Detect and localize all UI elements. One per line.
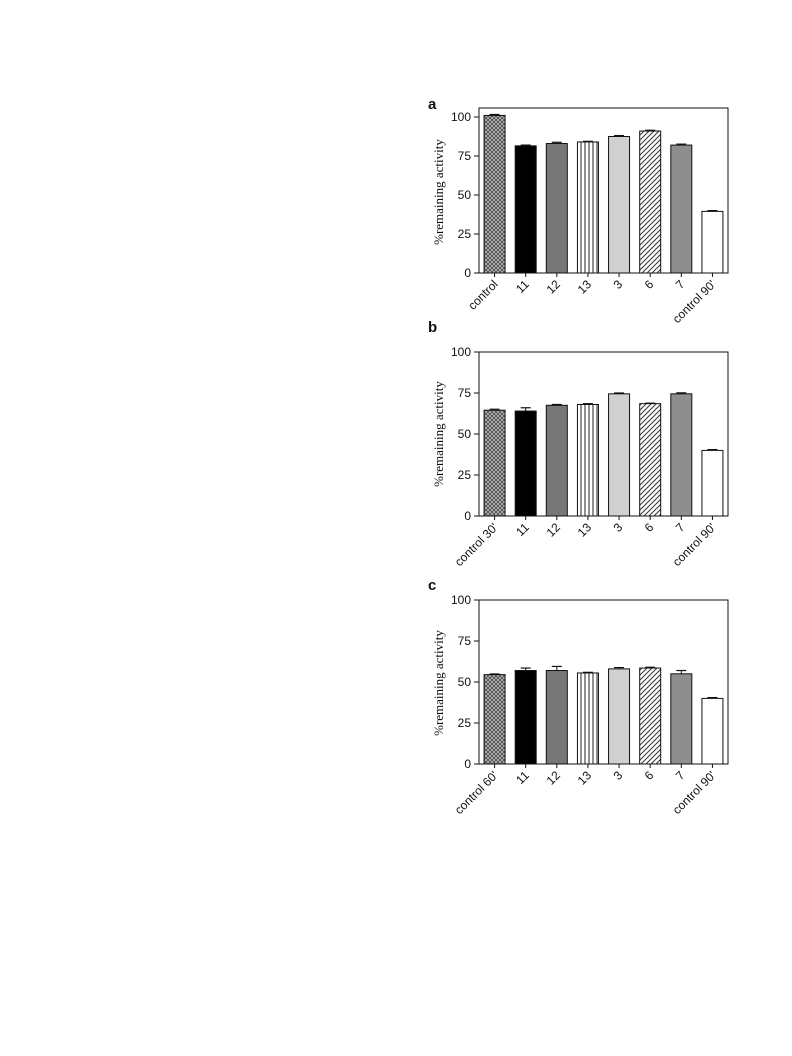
y-tick-label: 100	[451, 110, 471, 124]
bar	[608, 136, 631, 274]
bar	[639, 403, 662, 517]
bar	[670, 393, 693, 517]
category-label: 3	[611, 768, 626, 783]
y-tick-label: 0	[464, 509, 471, 523]
bar	[545, 404, 568, 517]
y-tick-label: 100	[451, 593, 471, 607]
bar	[576, 672, 599, 765]
category-label: 6	[642, 520, 657, 535]
chart-panel-b: b %remaining activity 0 25 50 75 100 control …	[428, 319, 729, 569]
category-label: 13	[575, 520, 595, 540]
y-axis-label-b: %remaining activity	[431, 381, 446, 487]
bar	[608, 393, 631, 517]
y-tick-label: 100	[451, 345, 471, 359]
bar	[483, 409, 506, 517]
category-label: 11	[513, 520, 532, 539]
bar	[576, 403, 599, 517]
category-label: 6	[642, 768, 657, 783]
category-label: 13	[575, 277, 595, 297]
y-tick-label: 50	[458, 427, 472, 441]
category-label: 12	[544, 520, 564, 540]
bar	[639, 130, 662, 274]
y-tick-label: 0	[464, 266, 471, 280]
y-tick-label: 50	[458, 188, 472, 202]
y-tick-label: 0	[464, 757, 471, 771]
bar	[514, 670, 537, 765]
bar	[483, 674, 506, 765]
category-label: 11	[513, 277, 532, 296]
chart-panel-a: a %remaining activity 0 25 50 75 100 control 1…	[428, 96, 729, 326]
y-tick-label: 25	[458, 716, 472, 730]
bar	[670, 673, 693, 765]
bar	[483, 114, 506, 274]
y-tick-label: 25	[458, 468, 472, 482]
y-tick-label: 75	[458, 386, 472, 400]
bar	[701, 449, 724, 517]
bar	[701, 697, 724, 765]
y-tick-label: 75	[458, 149, 472, 163]
bar	[608, 668, 631, 765]
bar	[514, 410, 537, 517]
category-label: control 60'	[452, 768, 501, 817]
y-tick-label: 25	[458, 227, 472, 241]
y-tick-label: 75	[458, 634, 472, 648]
category-label: control	[465, 277, 500, 312]
bar	[545, 143, 568, 274]
chart-panel-c: c %remaining activity 0 25 50 75 100 control …	[428, 577, 729, 817]
category-label: 3	[611, 277, 626, 292]
panel-letter-c: c	[428, 577, 436, 594]
y-axis-label-a: %remaining activity	[431, 139, 446, 245]
panel-letter-b: b	[428, 319, 437, 336]
category-label: 12	[544, 277, 564, 297]
panel-letter-a: a	[428, 96, 437, 113]
category-label: 3	[611, 520, 626, 535]
y-tick-label: 50	[458, 675, 472, 689]
category-label: control 30'	[452, 520, 501, 569]
category-label: 12	[544, 768, 564, 788]
category-label: 7	[673, 277, 688, 292]
bar	[514, 145, 537, 274]
bar	[670, 144, 693, 274]
y-axis-label-c: %remaining activity	[431, 630, 446, 736]
bar	[576, 141, 599, 274]
category-label: 11	[513, 768, 532, 787]
bar	[545, 670, 568, 765]
category-label: 7	[673, 520, 688, 535]
plot-frame	[478, 107, 729, 274]
category-label: 7	[673, 768, 688, 783]
category-label: 6	[642, 277, 657, 292]
bar	[639, 667, 662, 765]
category-label: 13	[575, 768, 595, 788]
bar	[701, 210, 724, 274]
